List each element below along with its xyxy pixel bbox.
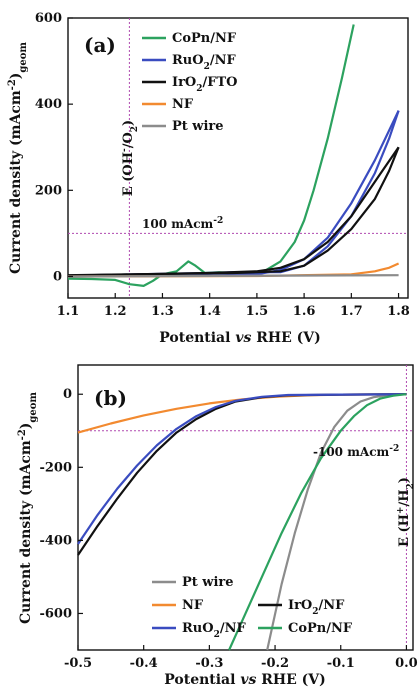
- panel-a-ylabel: Current density (mAcm-2)geom: [7, 42, 29, 274]
- series-line-pt-wire: [266, 393, 407, 651]
- series-line-ruo2-nf: [67, 110, 400, 278]
- panel-b-y-ticks: 0 -200 -400 -600: [39, 387, 83, 621]
- panel-a-x-ticks: 1.1 1.2 1.3 1.4 1.5 1.6 1.7 1.8: [57, 293, 410, 319]
- x-tick-label: -0.3: [195, 656, 223, 671]
- series-line-iro2-fto: [67, 146, 400, 277]
- x-tick-label: 1.6: [293, 304, 316, 319]
- series-line-copn-nf: [228, 393, 407, 651]
- legend-label: RuO2/NF: [182, 621, 246, 640]
- series-line-pt-wire: [67, 274, 399, 278]
- y-tick-label: -600: [39, 606, 72, 621]
- legend-label: CoPn/NF: [172, 31, 237, 46]
- y-tick-label: 200: [35, 183, 62, 198]
- legend-label: RuO2/NF: [172, 53, 236, 72]
- x-tick-label: 1.2: [104, 304, 127, 319]
- legend-label: NF: [172, 97, 194, 112]
- series-line-iro2-fto: [67, 146, 400, 277]
- y-tick-label: 0: [53, 269, 62, 284]
- panel-b-legend: Pt wire NF IrO2/NF RuO2/NF CoPn/NF: [152, 575, 353, 640]
- panel-a-label: (a): [84, 33, 116, 57]
- panel-b-series: [77, 393, 407, 651]
- panel-b-hline-label: -100 mAcm-2: [313, 444, 399, 459]
- x-tick-label: -0.1: [327, 656, 355, 671]
- legend-label: Pt wire: [172, 119, 224, 134]
- legend-label: IrO2/FTO: [172, 75, 238, 94]
- y-tick-label: 0: [63, 387, 72, 402]
- legend-label: NF: [182, 598, 204, 613]
- panel-b-frame: [77, 364, 414, 651]
- x-tick-label: -0.4: [130, 656, 158, 671]
- y-tick-label: 600: [35, 11, 62, 26]
- x-tick-label: -0.2: [261, 656, 289, 671]
- x-tick-label: 1.3: [151, 304, 174, 319]
- panel-a-frame: [67, 17, 409, 299]
- x-tick-label: 1.7: [340, 304, 363, 319]
- panel-b-chart: -0.5 -0.4 -0.3 -0.2 -0.1 0.0 0 -200 -400 -600 (b…: [17, 364, 418, 688]
- panel-b-x-ticks: -0.5 -0.4 -0.3 -0.2 -0.1 0.0: [64, 645, 418, 671]
- panel-a-legend: CoPn/NF RuO2/NF IrO2/FTO NF Pt wire: [142, 31, 238, 134]
- panel-b-label: (b): [94, 386, 127, 410]
- x-tick-label: 1.8: [387, 304, 410, 319]
- legend-label: Pt wire: [182, 575, 234, 590]
- y-tick-label: -400: [39, 533, 72, 548]
- panel-a-hline-label: 100 mAcm-2: [142, 216, 223, 231]
- panel-b-xlabel: Potential vs RHE (V): [164, 672, 326, 688]
- series-line-ruo2-nf: [67, 110, 400, 277]
- series-line-ruo2-nf: [77, 393, 407, 545]
- x-tick-label: -0.5: [64, 656, 92, 671]
- y-tick-label: 400: [35, 97, 62, 112]
- panel-a-series: [67, 24, 400, 287]
- x-tick-label: 0.0: [395, 656, 418, 671]
- x-tick-label: 1.5: [246, 304, 269, 319]
- legend-label: CoPn/NF: [288, 621, 353, 636]
- y-tick-label: -200: [39, 460, 72, 475]
- panel-a-xlabel: Potential vs RHE (V): [159, 330, 321, 346]
- panel-a-y-ticks: 0 200 400 600: [35, 11, 73, 284]
- x-tick-label: 1.1: [57, 304, 80, 319]
- x-tick-label: 1.4: [198, 304, 221, 319]
- panel-a-vline-label: E (OH-/O2): [120, 120, 140, 196]
- legend-label: IrO2/NF: [288, 598, 345, 617]
- panel-b-ylabel: Current density (mAcm-2)geom: [17, 392, 39, 624]
